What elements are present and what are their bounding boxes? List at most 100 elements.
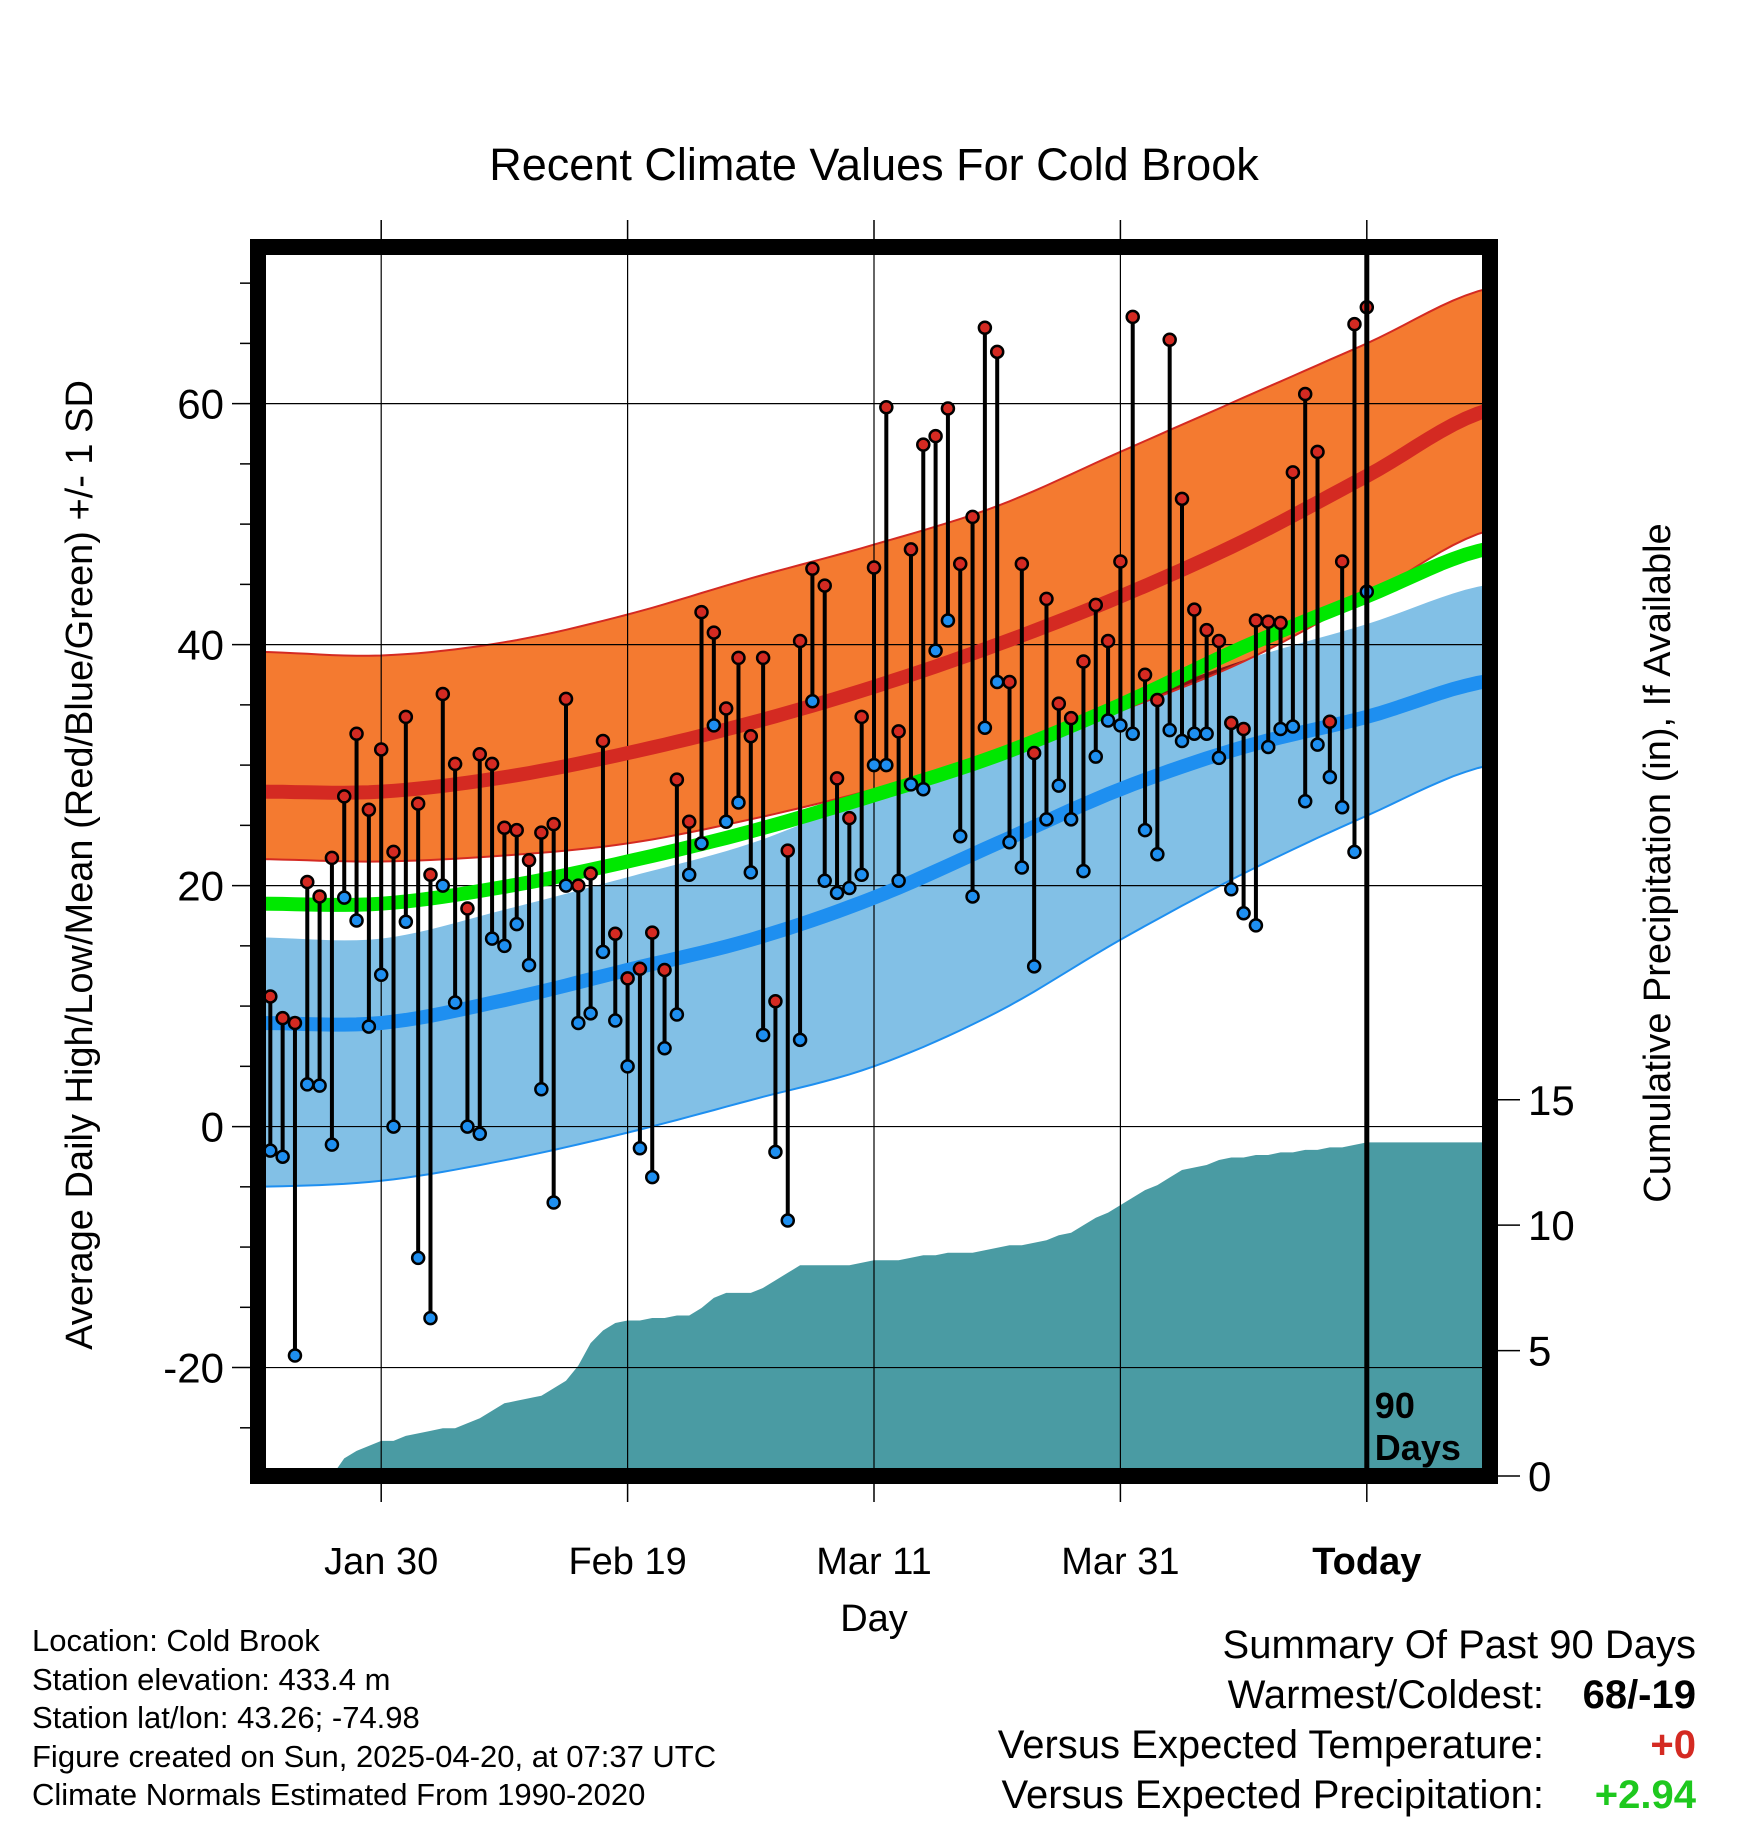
daily-low-point	[263, 1143, 278, 1158]
daily-low-point	[1199, 726, 1214, 742]
daily-low-point	[952, 828, 968, 844]
daily-low-point	[484, 931, 500, 946]
daily-high-point	[472, 747, 488, 762]
daily-high-point	[1076, 654, 1091, 669]
daily-high-point	[1224, 715, 1239, 731]
daily-high-point	[509, 822, 524, 838]
daily-high-point	[1039, 591, 1054, 607]
daily-high-point	[965, 509, 980, 525]
daily-high-point	[1297, 386, 1313, 402]
daily-low-point	[1014, 860, 1030, 875]
daily-low-point	[1211, 750, 1227, 766]
y2-tick-label: 0	[1528, 1453, 1551, 1500]
temp-value: +0	[1650, 1723, 1696, 1767]
daily-high-point	[1211, 633, 1227, 649]
daily-high-point	[620, 971, 635, 986]
daily-low-point	[706, 718, 722, 733]
daily-high-point	[571, 878, 586, 893]
daily-high-point	[780, 843, 796, 858]
daily-high-point	[410, 796, 426, 811]
daily-low-point	[768, 1144, 783, 1160]
y2-axis-label: Cumulative Precipitation (in), If Availa…	[1637, 523, 1679, 1202]
daily-low-point	[1174, 733, 1190, 749]
daily-high-point	[805, 561, 820, 576]
daily-high-point	[1273, 615, 1288, 631]
temp-label: Versus Expected Temperature:	[997, 1723, 1544, 1767]
daily-low-point	[903, 777, 919, 792]
daily-low-point	[965, 889, 980, 904]
daily-low-point	[1310, 737, 1325, 752]
elevation-text: Station elevation: 433.4 m	[32, 1661, 391, 1697]
daily-low-point	[1297, 794, 1313, 809]
daily-high-point	[1063, 710, 1079, 726]
daily-high-point	[842, 810, 857, 826]
daily-low-point	[1137, 822, 1153, 838]
daily-low-point	[694, 836, 709, 851]
x-tick-label: Feb 19	[568, 1541, 686, 1583]
daily-low-point	[755, 1027, 771, 1043]
daily-low-point	[595, 944, 611, 960]
daily-high-point	[952, 556, 968, 572]
daily-low-point	[558, 878, 574, 893]
daily-low-point	[1051, 778, 1067, 793]
daily-high-point	[879, 400, 894, 415]
y-tick-label: 40	[177, 622, 224, 669]
daily-low-point	[521, 957, 537, 973]
daily-high-point	[1260, 614, 1276, 629]
daily-low-point	[460, 1119, 475, 1134]
daily-high-point	[743, 728, 759, 744]
daily-high-point	[866, 560, 882, 575]
daily-high-point	[521, 853, 537, 868]
daily-low-point	[336, 890, 352, 905]
daily-low-point	[1026, 959, 1042, 974]
daily-high-point	[1026, 745, 1042, 761]
daily-low-point	[447, 995, 463, 1010]
daily-high-point	[1002, 674, 1017, 690]
daily-high-point	[706, 625, 722, 640]
daily-low-point	[1224, 881, 1239, 897]
daily-low-point	[977, 720, 993, 736]
x-tick-label: Mar 11	[816, 1541, 931, 1583]
y-tick-label: -20	[163, 1345, 224, 1392]
daily-low-point	[842, 880, 857, 896]
daily-high-point	[546, 816, 561, 832]
daily-low-point	[632, 1141, 648, 1156]
daily-high-point	[755, 650, 771, 666]
daily-high-point	[583, 866, 598, 881]
daily-low-point	[398, 914, 414, 929]
daily-low-point	[1113, 718, 1128, 733]
daily-low-point	[731, 795, 746, 810]
daily-high-point	[903, 542, 919, 557]
x-tick-label: Today	[1312, 1541, 1421, 1583]
daily-high-point	[1187, 602, 1202, 617]
x-axis-label: Day	[840, 1598, 908, 1640]
daily-high-point	[854, 709, 869, 725]
daily-high-point	[829, 771, 845, 786]
daily-low-point	[1236, 906, 1251, 921]
daily-high-point	[989, 344, 1005, 360]
summary-row-precip: Versus Expected Precipitation: +2.94	[998, 1770, 1696, 1820]
daily-low-point	[1150, 847, 1165, 862]
daily-high-point	[657, 962, 672, 978]
daily-low-point	[866, 757, 882, 773]
daily-high-point	[928, 428, 943, 444]
daily-low-point	[1334, 800, 1350, 815]
y-tick-label: 60	[177, 381, 224, 428]
daily-high-point	[1125, 309, 1140, 325]
station-info: Location: Cold Brook Station elevation: …	[32, 1622, 716, 1815]
daily-low-point	[312, 1078, 327, 1093]
daily-low-point	[620, 1059, 635, 1074]
today-days-label: Days	[1375, 1427, 1461, 1468]
y-tick-label: 20	[177, 863, 224, 910]
daily-low-point	[743, 865, 759, 880]
latlon-text: Station lat/lon: 43.26; -74.98	[32, 1700, 420, 1735]
daily-low-point	[1100, 713, 1116, 728]
daily-high-point	[312, 889, 327, 904]
daily-high-point	[558, 691, 574, 707]
daily-low-point	[534, 1081, 549, 1097]
daily-low-point	[1076, 863, 1091, 879]
daily-high-point	[460, 901, 475, 916]
daily-high-point	[632, 961, 648, 976]
daily-high-point	[361, 802, 377, 817]
daily-high-point	[644, 925, 660, 940]
